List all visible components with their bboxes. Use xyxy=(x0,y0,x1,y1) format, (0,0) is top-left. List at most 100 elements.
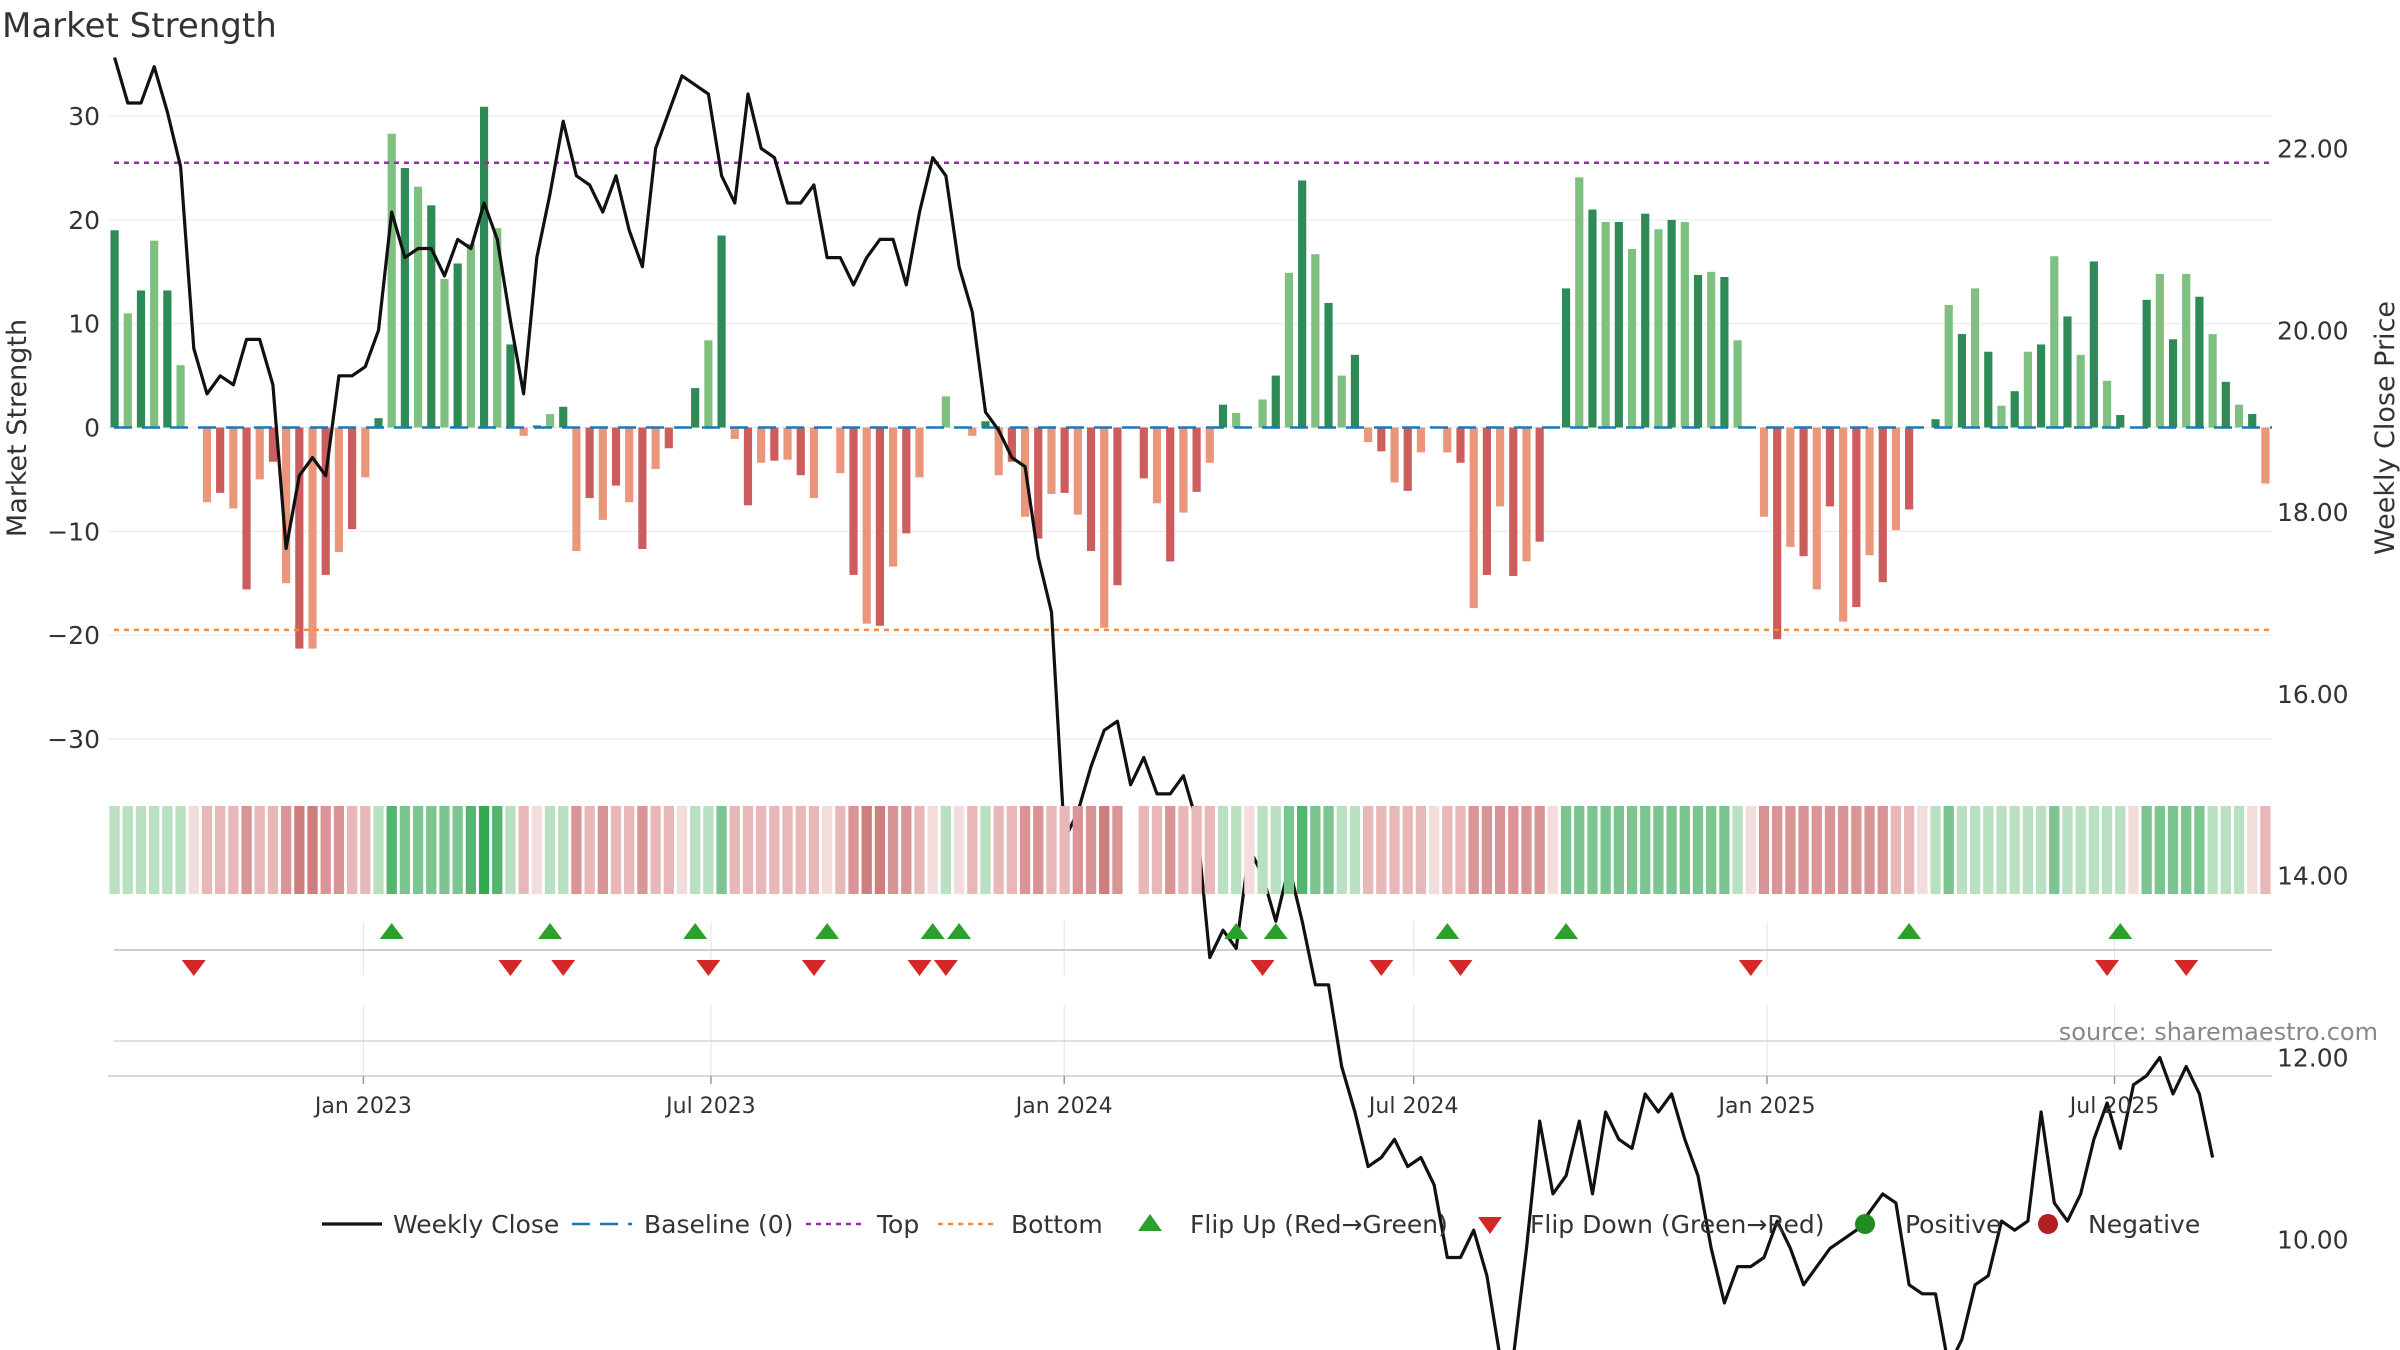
strip-cell xyxy=(215,806,226,894)
strength-bar xyxy=(308,427,317,649)
flip-down-marker xyxy=(1448,960,1473,976)
strength-bar xyxy=(1284,272,1294,428)
strip-cell xyxy=(1719,806,1730,894)
strength-bar xyxy=(730,427,739,439)
y-tick-label: 0 xyxy=(84,414,100,443)
strip-cell xyxy=(2181,806,2192,894)
y-tick-label: −10 xyxy=(47,517,100,546)
strength-bar xyxy=(2234,404,2244,428)
strip-cell xyxy=(1481,806,1493,894)
strip-cell xyxy=(2049,806,2060,894)
strength-bar xyxy=(1865,427,1874,556)
strip-cell xyxy=(1217,806,1229,894)
strength-bar xyxy=(1364,427,1373,443)
strength-bar xyxy=(1443,427,1452,453)
strip-cell xyxy=(1362,806,1374,894)
strength-bar xyxy=(1931,419,1940,428)
strip-cell xyxy=(1864,806,1875,894)
x-tick-label: Jan 2023 xyxy=(313,1094,412,1119)
strip-cell xyxy=(650,806,661,894)
strength-bar xyxy=(2261,427,2270,484)
strength-bar xyxy=(1773,427,1782,640)
legend-label: Positive xyxy=(1905,1210,2001,1239)
strip-cell xyxy=(162,806,173,894)
strength-bar xyxy=(229,427,238,509)
chart-title: Market Strength xyxy=(2,6,277,46)
flip-up-marker xyxy=(683,923,708,939)
strip-cell xyxy=(953,806,965,894)
y-tick-label: −20 xyxy=(47,621,100,650)
strength-bar xyxy=(453,263,462,428)
strip-cell xyxy=(1626,806,1638,894)
strip-cell xyxy=(346,806,358,894)
y2-tick-label: 10.00 xyxy=(2277,1225,2349,1254)
strength-bar xyxy=(123,313,132,428)
strip-cell xyxy=(1917,806,1928,894)
strength-bar xyxy=(902,427,911,534)
legend-item-flip-down: Flip Down (Green→Red) xyxy=(1478,1210,1825,1239)
strength-bar xyxy=(849,427,858,575)
strip-cell xyxy=(1930,806,1941,894)
strength-bar xyxy=(770,427,779,461)
strip-cell xyxy=(874,806,886,894)
strip-cell xyxy=(716,806,727,894)
strip-cell xyxy=(1811,806,1822,894)
strip-cell xyxy=(1653,806,1664,894)
strip-cell xyxy=(1402,806,1413,894)
strip-cell xyxy=(2075,806,2086,894)
flip-up-marker xyxy=(1224,923,1249,939)
strip-cell xyxy=(188,806,199,894)
strength-bar xyxy=(361,427,370,478)
strip-cell xyxy=(1508,806,1519,894)
strip-cell xyxy=(1798,806,1809,894)
strip-cell xyxy=(1640,806,1651,894)
flip-up-marker xyxy=(1263,923,1288,939)
strength-bar xyxy=(2168,339,2178,428)
strength-bar xyxy=(585,427,594,499)
legend-label: Flip Down (Green→Red) xyxy=(1530,1210,1825,1239)
strength-bar xyxy=(1627,248,1637,428)
strip-cell xyxy=(2207,806,2218,894)
strip-cell xyxy=(1983,806,1994,894)
strip-cell xyxy=(1165,806,1176,894)
strip-cell xyxy=(821,806,833,894)
strip-cell xyxy=(1732,806,1743,894)
strip-cell xyxy=(1560,806,1572,894)
strength-bar xyxy=(1680,221,1689,428)
strip-cell xyxy=(149,806,160,894)
strength-bar xyxy=(242,427,251,590)
strength-bar xyxy=(1984,351,1993,428)
strength-bar xyxy=(2116,415,2125,428)
strip-cell xyxy=(1890,806,1902,894)
strength-bar xyxy=(1311,254,1320,428)
strip-cell xyxy=(1534,806,1545,894)
flip-down-marker xyxy=(801,960,826,976)
strength-bar xyxy=(1561,288,1571,428)
strength-bar xyxy=(968,427,977,436)
strength-bar xyxy=(1377,427,1386,452)
strip-cell xyxy=(1191,806,1202,894)
strength-bar xyxy=(321,427,330,575)
strength-bar xyxy=(611,427,621,486)
strength-bar xyxy=(1535,427,1544,542)
strength-bar xyxy=(1179,427,1188,513)
strength-bar xyxy=(836,427,845,474)
strength-bar xyxy=(1825,427,1835,507)
strip-cell xyxy=(360,806,371,894)
strip-cell xyxy=(1969,806,1981,894)
strip-cell xyxy=(505,806,516,894)
y-axis-left: 30 20 10 0 −10 −20 −30 xyxy=(47,102,100,754)
strength-bar xyxy=(1469,427,1478,609)
strength-bar xyxy=(2142,299,2151,428)
legend-item-bottom: Bottom xyxy=(938,1210,1103,1239)
strip-cell xyxy=(571,806,582,894)
strip-cell xyxy=(756,806,767,894)
strength-bar xyxy=(757,427,766,463)
strip-cell xyxy=(1006,806,1018,894)
strength-bar xyxy=(2036,344,2046,428)
strength-bar xyxy=(1786,427,1795,547)
y2-tick-label: 12.00 xyxy=(2277,1044,2349,1073)
strength-bar xyxy=(1799,427,1808,557)
strip-cell xyxy=(478,806,490,894)
strip-cell xyxy=(558,806,569,894)
